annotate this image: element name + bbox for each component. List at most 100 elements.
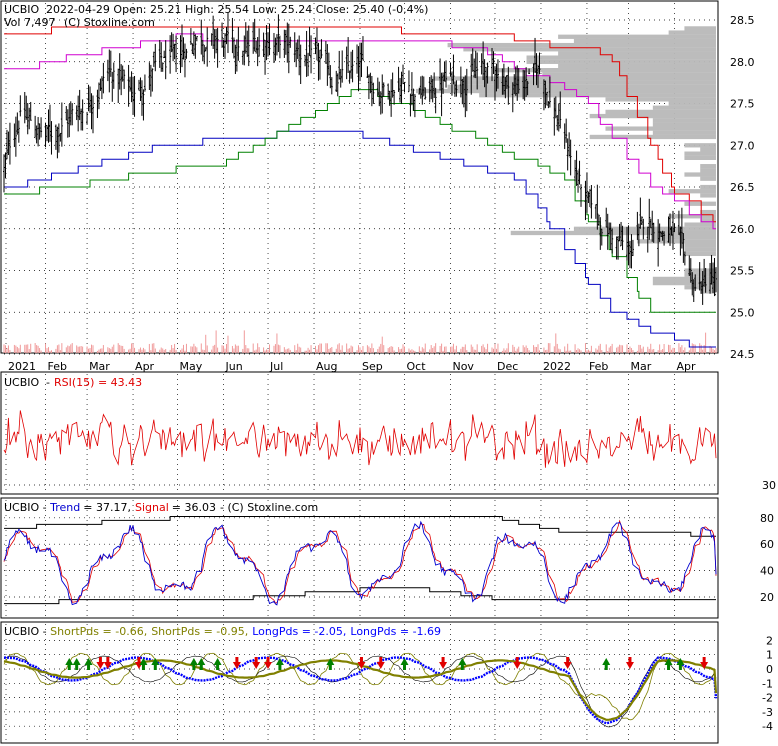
buy-arrow [458,658,467,665]
signal-arrows [65,657,709,670]
sell-arrow [357,662,366,669]
sell-arrow-stem [106,657,110,662]
signal-label: Signal [135,501,169,514]
pds-panel-frame [0,621,719,744]
profile-bar [684,268,716,273]
sell-arrow-stem [254,657,258,662]
profile-bar [700,164,716,169]
buy-arrow-stem [141,665,145,670]
long-pds-1: LongPds = -2.05, [252,625,346,638]
y-tick-label: 28.5 [730,14,755,27]
x-tick-label: Jul [269,360,283,373]
buy-arrow-stem [678,665,682,670]
trend-copyright: - (C) Stoxline.com [220,501,318,514]
sell-arrow [264,662,273,669]
x-tick-label: Apr [676,360,696,373]
stop-line-magenta [4,33,716,230]
profile-bar [684,272,716,277]
x-tick-label: 2022 [543,360,571,373]
long-pds-2: LongPds = -1.69 [350,625,441,638]
rsi-ticker: UCBIO [4,376,40,389]
buy-arrow-stem [403,665,406,670]
trend-ticker: UCBIO [4,501,40,514]
profile-bar [652,105,716,110]
price-ticker: UCBIO [4,3,40,16]
profile-bar [416,88,716,94]
profile-bar [700,209,716,215]
x-tick-label: May [180,360,203,373]
y-tick-label: 1 [766,649,773,662]
profile-bar [463,47,716,52]
x-tick-label: Dec [497,360,518,373]
profile-bar [652,130,716,135]
stop-line-blue [4,130,716,348]
sell-arrow [96,662,105,669]
profile-bar [684,151,716,156]
trend-header: UCBIO - Trend = 37.17, Signal = 36.03 - (C) … [4,501,318,514]
sell-arrow [376,662,385,669]
x-tick-label: Feb [589,360,608,373]
profile-bar [637,239,716,244]
profile-bar [558,34,716,39]
y-tick-label: 20 [760,591,774,604]
sell-arrow [252,662,261,669]
buy-arrow [139,658,148,665]
profile-bar [542,72,716,77]
profile-bar [684,143,716,148]
profile-bar [510,230,716,236]
y-tick-label: 30 [762,479,776,492]
y-tick-label: -4 [762,720,773,733]
trend-upper-band [4,516,716,537]
profile-bar [668,189,716,194]
price-volume: Vol 7,497 [4,16,55,29]
sell-arrow-stem [441,657,445,662]
profile-bar [684,285,716,290]
buy-arrow-stem [216,665,220,670]
trend-panel-frame [0,497,719,619]
buy-arrow [72,658,81,665]
profile-bar [605,97,716,102]
profile-bar [573,226,716,231]
profile-bar [684,243,716,248]
profile-bar [447,84,716,90]
buy-arrow-stem [153,665,157,670]
trend-value: = 37.17, [83,501,131,514]
sell-arrow-stem [98,657,102,662]
buy-arrow [602,658,611,665]
profile-bar [668,101,716,106]
buy-arrow-stem [667,665,671,670]
profile-bar [684,201,716,206]
y-tick-label: -1 [762,677,773,690]
profile-bar [558,51,716,56]
buy-arrow [197,658,206,665]
long-pds-line-1 [3,656,718,725]
y-tick-label: 27.5 [730,98,755,111]
profile-bar [652,235,716,240]
trend-dash: - [39,501,50,514]
buy-arrow-stem [604,665,608,670]
buy-arrow [213,658,222,665]
x-tick-label: Nov [452,360,474,373]
y-tick-label: 80 [760,512,774,525]
x-tick-label: Aug [316,360,337,373]
x-tick-label: Sep [362,360,383,373]
profile-bar [652,280,716,286]
buy-arrow-stem [199,665,203,670]
profile-bar [652,122,716,127]
grid-lines [4,3,716,741]
y-tick-label: 24.5 [730,348,755,361]
y-tick-label: 27.0 [730,139,755,152]
buy-arrow-stem [192,665,196,670]
buy-arrow-stem [278,665,282,670]
buy-arrow [151,658,160,665]
sell-arrow [232,662,241,669]
sell-arrow [513,662,522,669]
sell-arrow-stem [566,657,570,662]
y-tick-label: 0 [766,663,773,676]
profile-bar [463,80,716,85]
profile-bar [558,63,716,69]
profile-bar [652,118,716,123]
short-pds-1: ShortPds = -0.66, [50,625,147,638]
y-tick-label: 26.5 [730,181,755,194]
rsi-series [3,410,717,468]
